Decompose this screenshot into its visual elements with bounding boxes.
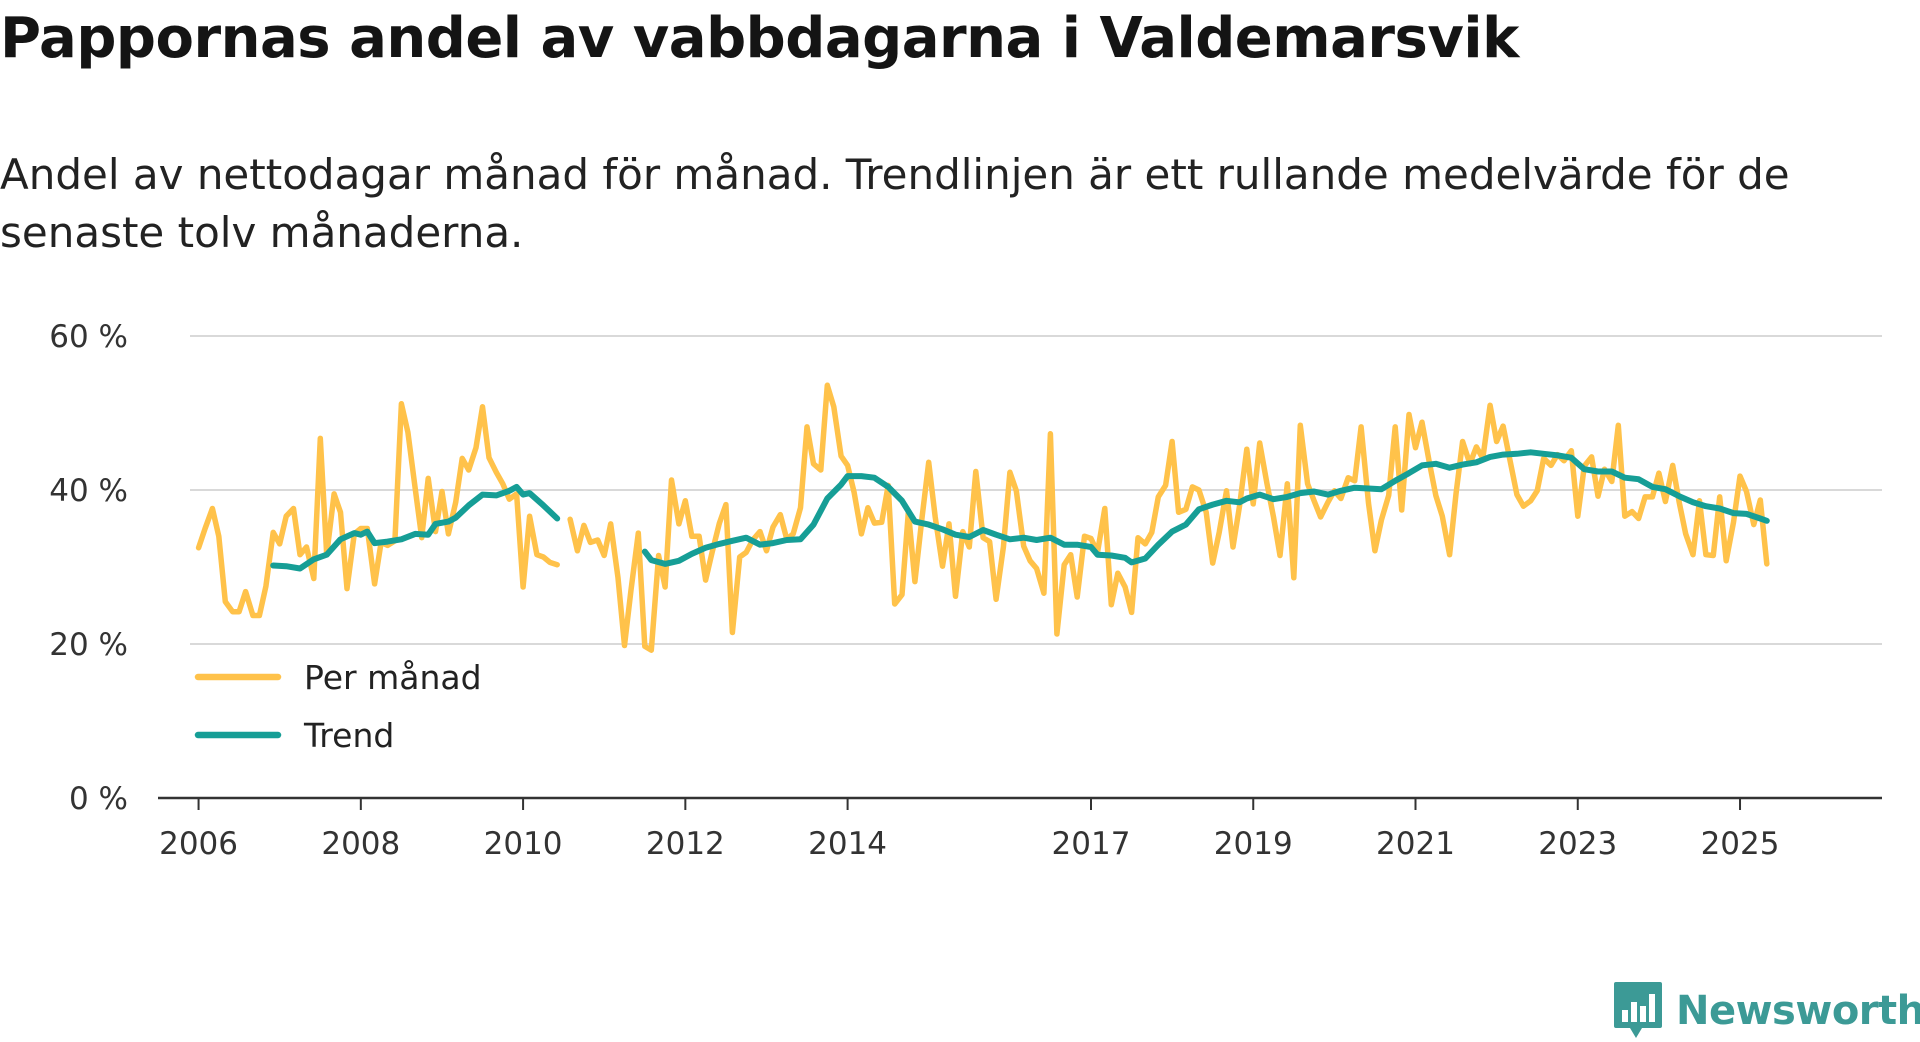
y-tick-label: 0 % bbox=[69, 781, 128, 817]
x-tick-label: 2008 bbox=[321, 826, 400, 862]
chart-subtitle: Andel av nettodagar månad för månad. Tre… bbox=[0, 150, 1790, 257]
per-month-line-segment-1 bbox=[195, 401, 560, 619]
x-tick-label: 2017 bbox=[1052, 826, 1131, 862]
bar-chart-logo-icon bbox=[1614, 982, 1662, 1038]
y-tick-label: 60 % bbox=[49, 319, 128, 355]
x-tick-label: 2021 bbox=[1376, 826, 1455, 862]
x-tick-label: 2025 bbox=[1701, 826, 1780, 862]
x-tick-label: 2014 bbox=[808, 826, 887, 862]
brand-logo: Newsworthy bbox=[1612, 980, 1920, 1042]
x-tick-label: 2019 bbox=[1214, 826, 1293, 862]
legend: Per månad Trend bbox=[194, 658, 482, 755]
per-month-line-segment-2 bbox=[567, 382, 1770, 653]
x-tick-label: 2010 bbox=[484, 826, 563, 862]
trend-line-segment-2 bbox=[641, 449, 1770, 567]
trend-line-segment-1 bbox=[270, 483, 561, 572]
legend-label-per-manad: Per månad bbox=[304, 658, 482, 697]
chart-title: Pappornas andel av vabbdagarna i Valdema… bbox=[0, 6, 1519, 71]
x-tick-label: 2023 bbox=[1538, 826, 1617, 862]
brand-name: Newsworthy bbox=[1676, 988, 1920, 1034]
x-tick-label: 2006 bbox=[159, 826, 238, 862]
series-lines bbox=[195, 382, 1770, 653]
legend-label-trend: Trend bbox=[303, 716, 394, 755]
y-tick-label: 20 % bbox=[49, 627, 128, 663]
axes: 0 % 20 % 40 % 60 % 2006 2008 2010 2012 2014 2017 2… bbox=[49, 319, 1882, 862]
y-tick-label: 40 % bbox=[49, 473, 128, 509]
x-tick-label: 2012 bbox=[646, 826, 725, 862]
